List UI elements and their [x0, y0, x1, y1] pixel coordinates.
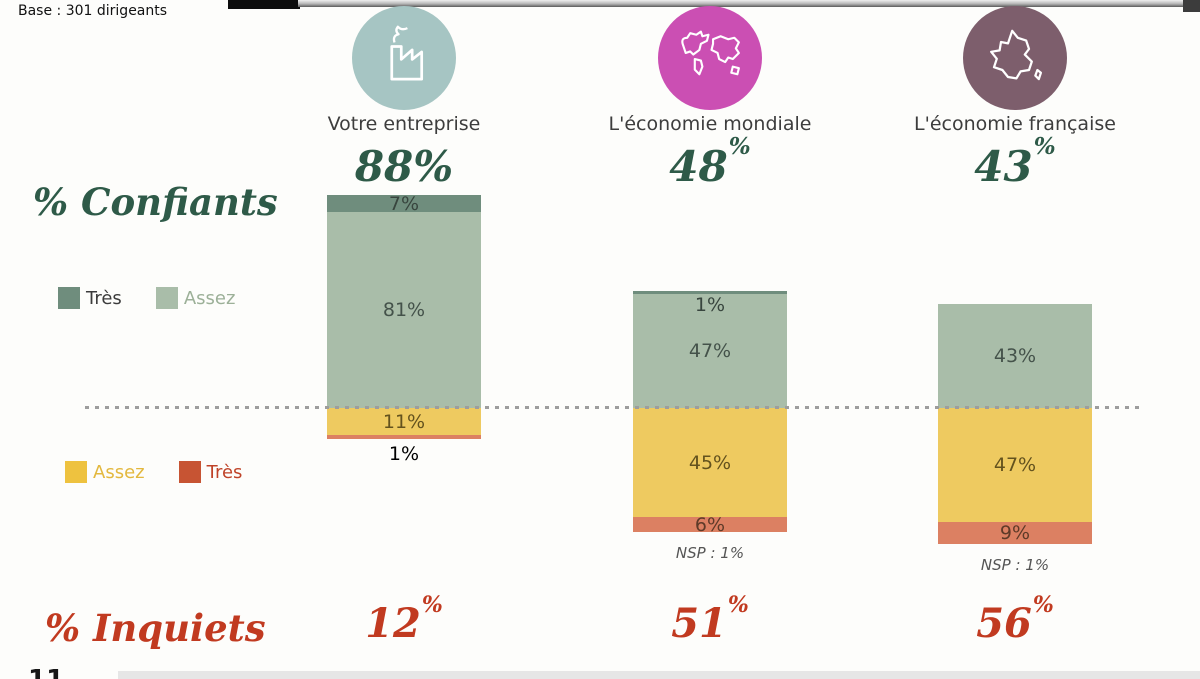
france-icon-circle	[963, 6, 1067, 110]
category-label-france: L'économie française	[914, 113, 1116, 135]
bar-segment-assez-confiant: 43%	[938, 304, 1092, 408]
world-icon-circle	[658, 6, 762, 110]
nsp-note: NSP : 1%	[980, 556, 1050, 574]
legend-label: Assez	[93, 461, 145, 483]
legend-label: Très	[206, 461, 243, 483]
bar-segment-tres-inquiet	[327, 435, 481, 439]
worried-section-title: % Inquiets	[45, 606, 266, 650]
nsp-note: NSP : 1%	[675, 544, 745, 562]
legend-item-tres-inquiet: Très	[178, 461, 243, 483]
company-icon-circle	[352, 6, 456, 110]
worried-total-france: 56%	[976, 591, 1054, 647]
bar-segment-tres-inquiet: 9%	[938, 522, 1092, 544]
top-edge-dark-bar	[228, 0, 300, 9]
legend-worried: Assez Très	[65, 461, 242, 483]
segment-label: 9%	[999, 522, 1031, 544]
france-map-icon	[980, 21, 1050, 95]
legend-item-tres-confiant: Très	[58, 287, 122, 309]
bar-segment-tres-inquiet: 6%	[633, 514, 787, 536]
legend-item-assez-confiant: Assez	[155, 287, 236, 309]
top-edge-gradient-bar	[298, 0, 1200, 7]
bottom-edge-strip	[118, 671, 1200, 679]
bar-segment-assez-confiant: 81%	[327, 212, 481, 408]
confident-section-title: % Confiants	[33, 180, 278, 224]
bar-segment-tres-confiant	[633, 291, 787, 294]
legend-label: Très	[86, 287, 122, 309]
sample-base-note: Base : 301 dirigeants	[18, 3, 168, 19]
worried-total-company: 12%	[365, 591, 443, 647]
segment-label: 45%	[688, 451, 732, 474]
segment-label-tres-inquiet: 1%	[388, 443, 420, 465]
legend-swatch-assez-inquiet	[65, 461, 87, 483]
bar-segment-assez-inquiet: 11%	[327, 408, 481, 435]
world-map-icon	[672, 18, 748, 98]
confident-total-company: 88%	[354, 142, 454, 191]
legend-item-assez-inquiet: Assez	[65, 461, 145, 483]
segment-label: 47%	[688, 340, 732, 362]
bar-segment-assez-inquiet: 47%	[938, 408, 1092, 522]
legend-swatch-tres-confiant	[58, 287, 80, 309]
slide-number: 11	[28, 665, 64, 679]
legend-swatch-assez-confiant	[155, 287, 178, 309]
bar-segment-tres-confiant: 7%	[327, 192, 481, 215]
baseline-dotted-line	[85, 406, 1145, 409]
segment-label: 81%	[382, 299, 426, 321]
factory-icon	[370, 22, 438, 94]
segment-label: 47%	[993, 454, 1037, 476]
worried-total-world: 51%	[671, 591, 749, 647]
legend-swatch-tres-inquiet	[178, 461, 201, 483]
top-edge-corner-mark	[1183, 0, 1200, 12]
bar-segment-assez-inquiet: 45%	[633, 408, 787, 517]
bar-segment-assez-confiant: 47%	[633, 294, 787, 408]
confident-total-world: 48%	[669, 133, 751, 191]
segment-label: 7%	[388, 192, 420, 215]
confident-total-france: 43%	[974, 133, 1056, 191]
segment-label-tres-confiant: 1%	[694, 294, 726, 316]
category-label-world: L'économie mondiale	[608, 113, 812, 135]
segment-label: 6%	[694, 513, 726, 536]
segment-label: 43%	[993, 345, 1037, 367]
segment-label: 11%	[382, 410, 426, 433]
legend-label: Assez	[183, 287, 236, 309]
category-label-company: Votre entreprise	[327, 113, 481, 135]
legend-confident: Très Assez	[58, 287, 235, 309]
